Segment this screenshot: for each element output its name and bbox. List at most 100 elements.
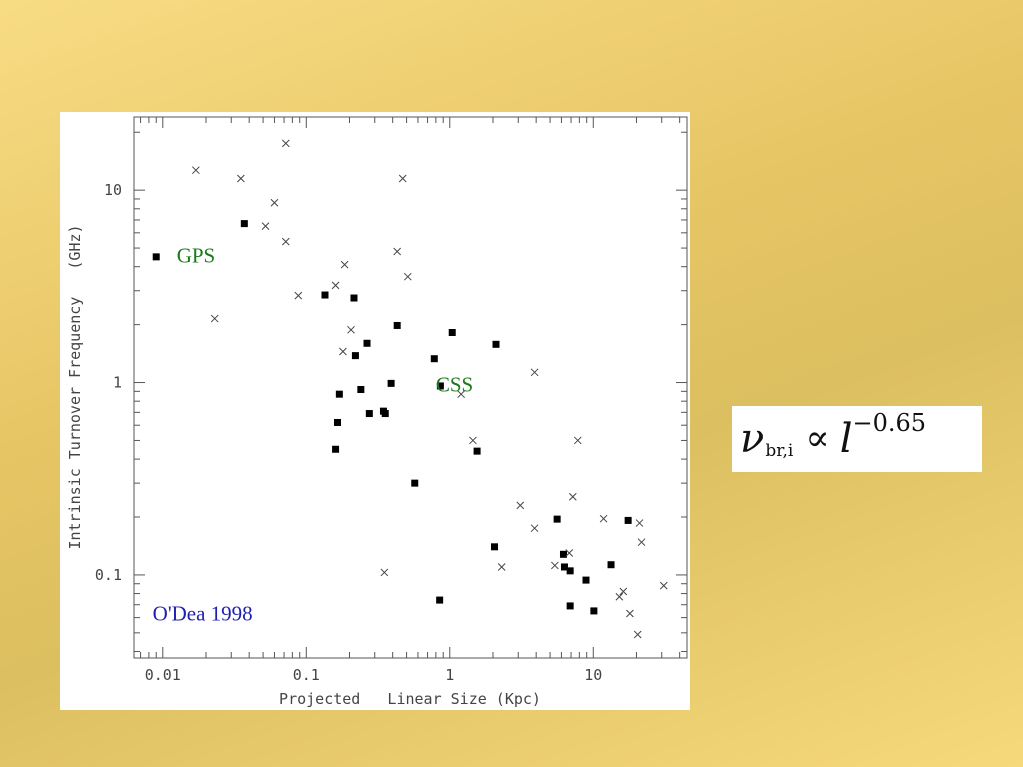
cross-stroke [294,291,303,300]
cross-stroke [497,563,506,571]
cross-point [565,549,574,557]
cross-point [573,436,582,445]
square-point [566,602,574,610]
square-point [350,294,358,302]
cross-point [393,247,402,256]
formula-variable: l [839,416,853,462]
cross-stroke [339,347,347,356]
cross-point [633,630,642,639]
cross-point [599,514,608,523]
cross-point [403,272,412,281]
cross-point [457,390,465,399]
square-point [411,479,419,487]
cross-stroke [635,519,644,527]
square-point [436,382,444,390]
cross-stroke [261,222,270,230]
cross-point [530,524,539,533]
cross-stroke [192,166,200,175]
square-point [553,515,561,523]
square-point [473,447,481,455]
cross-stroke [551,561,559,570]
formula-subscript: br,i [765,441,794,461]
square-point [607,561,615,569]
cross-stroke [457,390,465,399]
scatter-chart-panel: 0.01 0.1 1 10 0.1 1 10 Projected Linear Size (… [60,112,690,710]
cross-stroke [626,609,634,618]
y-axis-label: Intrinsic Turnover Frequency (GHz) [66,224,84,549]
square-point [333,418,341,426]
y-tick-label: 0.1 [95,566,122,584]
square-point [381,410,389,418]
chart-annotation: O'Dea 1998 [153,601,253,625]
cross-stroke [393,247,402,256]
cross-stroke [347,325,355,334]
cross-stroke [599,514,608,523]
square-point [492,340,500,348]
cross-point [261,222,270,230]
cross-point [294,291,303,300]
chart-annotation: CSS [436,372,473,396]
cross-point [331,281,340,290]
square-point [624,516,632,524]
square-point [332,445,340,453]
cross-point [568,492,577,501]
cross-point [192,166,200,175]
cross-point [210,314,219,323]
x-axis-label: Projected Linear Size (Kpc) [279,690,541,708]
cross-stroke [615,592,624,601]
cross-stroke [380,568,389,577]
cross-point [340,260,349,269]
plot-frame [133,116,688,659]
square-point [363,339,371,347]
cross-point [339,347,347,356]
formula-exponent: −0.65 [852,409,927,437]
axis-ticks [134,117,687,658]
axis-tick-labels: 0.01 0.1 1 10 0.1 1 10 [95,181,602,684]
x-tick-label: 0.01 [145,666,181,684]
cross-stroke [281,237,290,246]
square-point [491,543,499,551]
cross-stroke [530,368,539,377]
square-point [387,379,395,387]
cross-stroke [331,281,340,290]
x-tick-label: 0.1 [293,666,320,684]
cross-point [237,174,245,183]
cross-point [637,538,646,547]
formula-relation: ∝ [805,418,830,459]
cross-point [281,237,290,246]
square-point [152,253,160,261]
square-point [590,607,598,615]
cross-point [398,174,407,183]
cross-stroke [659,581,668,590]
data-points [152,139,668,639]
cross-stroke [568,492,577,501]
cross-point [659,581,668,590]
chart-annotation: GPS [177,244,216,268]
square-point [566,567,574,575]
cross-point [281,139,290,148]
cross-stroke [619,587,628,596]
cross-point [380,568,389,577]
square-point [448,329,456,337]
cross-point [270,198,279,207]
cross-stroke [565,549,574,557]
cross-point [615,592,624,601]
square-point [430,355,438,363]
cross-stroke [270,198,279,207]
square-point [582,576,590,584]
square-point [559,550,567,558]
cross-point [516,501,525,510]
cross-point [626,609,634,618]
cross-point [469,436,477,445]
cross-stroke [637,538,646,547]
square-point [321,291,329,299]
cross-point [551,561,559,570]
square-point [357,386,365,394]
square-point [365,410,373,418]
square-point [393,321,401,329]
power-law-formula: ν br,i ∝ l −0.65 [732,406,982,472]
cross-stroke [398,174,407,183]
square-point [351,352,359,360]
cross-point [619,587,628,596]
cross-point [497,563,506,571]
